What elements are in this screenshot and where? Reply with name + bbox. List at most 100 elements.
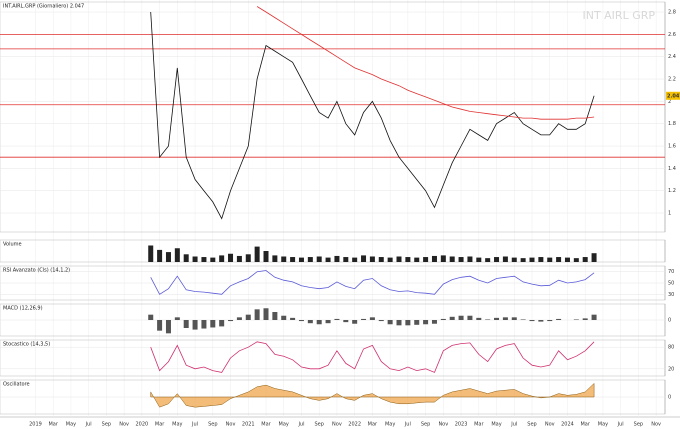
y-tick-label: 0 [668, 318, 671, 324]
bar [325, 320, 331, 324]
y-tick-label: 2.8 [668, 10, 676, 16]
y-tick-label: 2.2 [668, 77, 676, 83]
bar [494, 317, 500, 320]
bar [369, 256, 375, 262]
y-tick-label: 1 [668, 211, 671, 217]
indicator-line [150, 270, 595, 295]
bar [219, 255, 225, 262]
x-tick-label: 2020 [135, 422, 148, 428]
bar [449, 316, 455, 320]
y-tick-label: 2 [668, 99, 671, 105]
x-tick-label: Mar [155, 422, 165, 428]
x-tick-label: Sep [634, 422, 643, 428]
bar [192, 256, 198, 262]
x-tick-label: 2021 [242, 422, 255, 428]
x-tick-label: May [66, 422, 76, 428]
bar [573, 319, 579, 320]
bar [591, 253, 597, 262]
bar [165, 320, 171, 334]
x-tick-label: May [491, 422, 501, 428]
bar [556, 257, 562, 262]
x-tick-label: 2024 [561, 422, 574, 428]
bar [157, 320, 163, 331]
price-line [150, 11, 595, 220]
panel-title: INT.AIRL.GRP (Giornaliero) 2.047 [3, 4, 84, 10]
bar [520, 258, 526, 262]
y-tick-label: 50 [668, 281, 674, 287]
bar [298, 320, 304, 322]
bar [485, 319, 491, 320]
bar [281, 315, 287, 320]
bar [414, 320, 420, 325]
bar [564, 257, 570, 262]
bar [458, 257, 464, 262]
bar [307, 320, 313, 324]
bar [431, 320, 437, 324]
bar [449, 256, 455, 262]
bar [396, 256, 402, 262]
bar [361, 318, 367, 320]
bar [245, 254, 251, 262]
bar [502, 317, 508, 320]
bar [405, 320, 411, 326]
y-tick-label: 20 [668, 366, 674, 372]
bar [369, 317, 375, 320]
bar [219, 320, 225, 327]
bar [343, 257, 349, 262]
x-tick-label: Sep [527, 422, 536, 428]
bar [236, 255, 242, 262]
y-tick-label: 0 [668, 395, 671, 401]
bar [334, 255, 340, 262]
last-price-box [666, 91, 680, 100]
bar [547, 320, 553, 322]
bar [573, 258, 579, 262]
bar [591, 314, 597, 320]
x-tick-label: Sep [314, 422, 323, 428]
panel-title: RSI Avanzato (Cls) (14,1,2) [3, 268, 70, 274]
x-tick-label: Mar [474, 422, 484, 428]
x-tick-label: Nov [332, 422, 342, 428]
bar [511, 257, 517, 262]
bar [405, 257, 411, 262]
bar [538, 257, 544, 262]
panel-title: Stocastico (14,3,5) [3, 342, 50, 348]
bar [440, 255, 446, 262]
bar [529, 320, 535, 322]
watermark: INT AIRL GRP [582, 9, 655, 22]
x-tick-label: Jul [510, 422, 517, 428]
y-tick-label: 1.4 [668, 166, 676, 172]
bar [174, 317, 180, 320]
panel-title: Oscillatore [3, 382, 30, 388]
x-tick-label: Mar [261, 422, 271, 428]
x-tick-label: May [385, 422, 395, 428]
x-tick-label: Nov [119, 422, 129, 428]
bar [316, 320, 322, 325]
y-tick-label: 70 [668, 269, 674, 275]
bar [396, 320, 402, 326]
bar [174, 248, 180, 262]
bar [387, 257, 393, 262]
bar [210, 320, 216, 328]
bar [183, 320, 189, 328]
x-tick-label: Nov [651, 422, 661, 428]
bar [254, 246, 260, 262]
x-tick-label: Mar [48, 422, 58, 428]
y-tick-label: 1.6 [668, 144, 676, 150]
x-tick-label: Nov [438, 422, 448, 428]
bar [361, 255, 367, 262]
bar [387, 320, 393, 325]
x-tick-label: Jul [297, 422, 304, 428]
price-line [256, 6, 595, 120]
x-tick-label: Jul [617, 422, 624, 428]
bar [263, 308, 269, 320]
bar [520, 319, 526, 320]
bar [582, 318, 588, 320]
indicator-line [150, 341, 595, 373]
bar [148, 314, 154, 320]
bar [467, 315, 473, 320]
x-tick-label: 2022 [348, 422, 361, 428]
bar [582, 257, 588, 262]
bar [352, 320, 358, 324]
bar [272, 312, 278, 320]
